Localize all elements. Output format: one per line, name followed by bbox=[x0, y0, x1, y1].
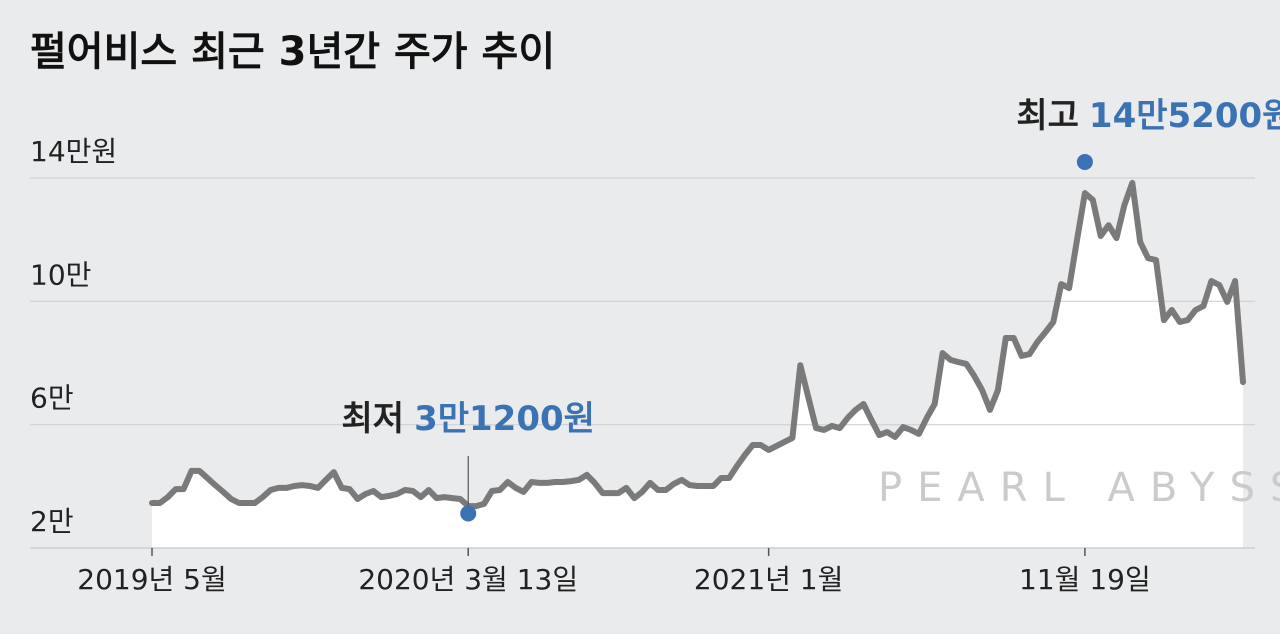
y-tick-label: 10만 bbox=[30, 258, 91, 291]
y-tick-label: 6만 bbox=[30, 382, 74, 415]
y-tick-label: 14만원 bbox=[30, 135, 117, 168]
annotation-value: 14만5200원 bbox=[1089, 96, 1280, 136]
chart-title: 펄어비스 최근 3년간 주가 추이 bbox=[30, 29, 555, 75]
annotation-label: 최저 bbox=[342, 399, 405, 439]
annotation-label: 최고 bbox=[1016, 96, 1079, 136]
y-tick-label: 2만 bbox=[30, 505, 74, 538]
annotation: 최고 14만5200원 bbox=[1016, 96, 1280, 136]
annotation-dot bbox=[460, 505, 477, 522]
annotation: 최저 3만1200원 bbox=[342, 399, 595, 439]
x-tick-label: 2019년 5월 bbox=[77, 563, 227, 596]
x-tick-label: 11월 19일 bbox=[1019, 563, 1151, 596]
x-tick-label: 2021년 1월 bbox=[694, 563, 844, 596]
price-line bbox=[149, 179, 1246, 510]
x-tick-label: 2020년 3월 13일 bbox=[358, 563, 578, 596]
area bbox=[152, 182, 1243, 548]
annotation-value: 3만1200원 bbox=[414, 399, 595, 439]
watermark: PEARL ABYSS bbox=[878, 465, 1280, 511]
annotation-dot bbox=[1076, 153, 1093, 170]
